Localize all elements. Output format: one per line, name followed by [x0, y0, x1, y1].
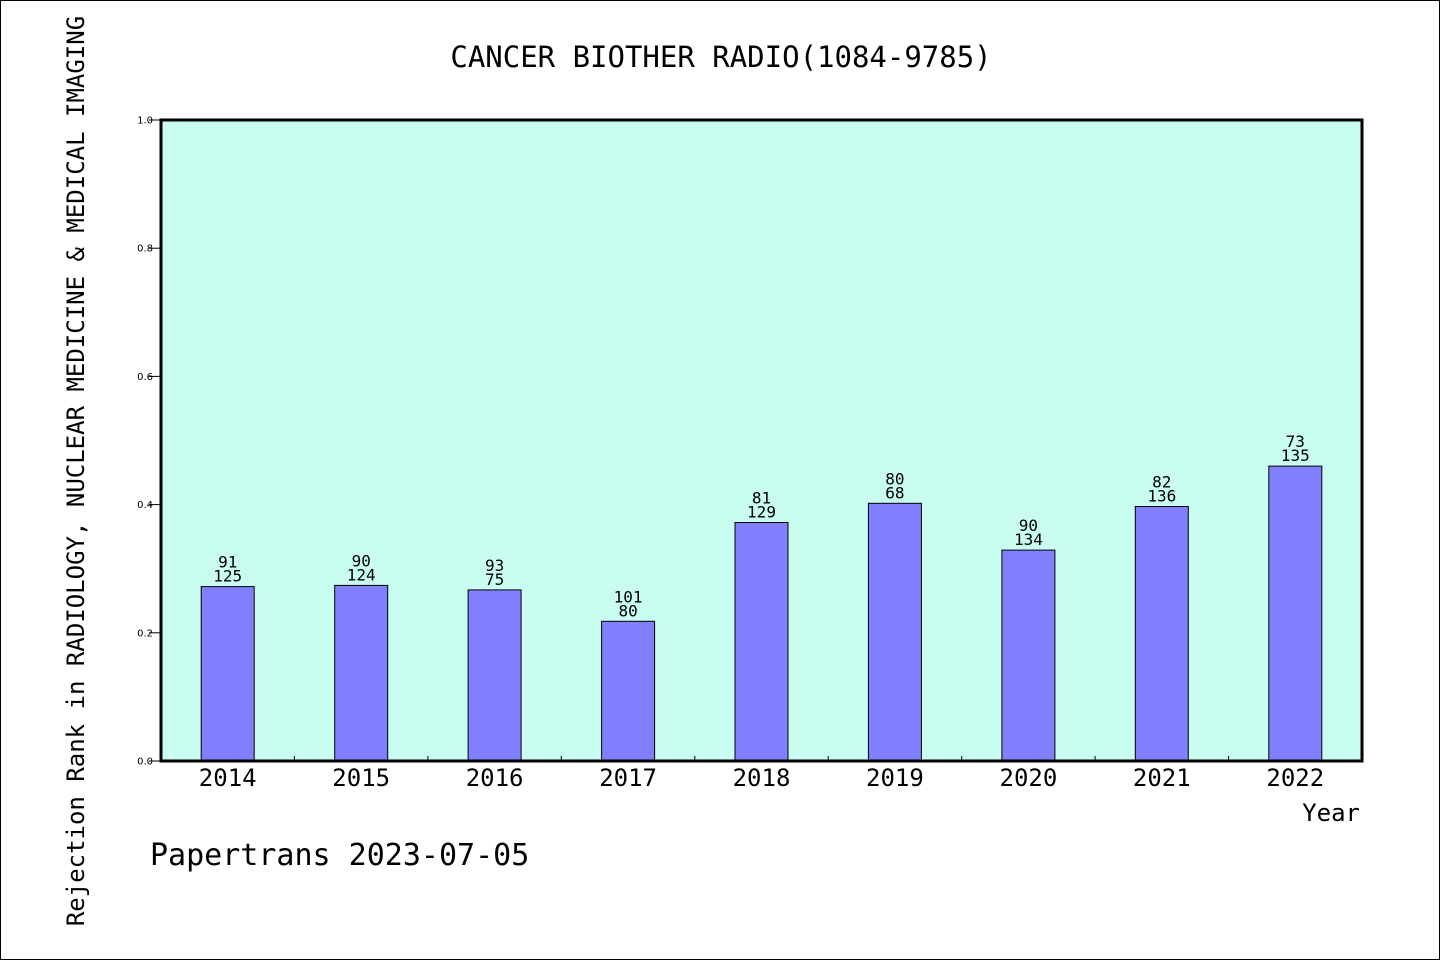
- bar-label-top-2016: 93: [485, 556, 504, 575]
- y-axis: 0.0 0.2 0.4 0.6 0.8 1.0: [137, 116, 161, 768]
- bar-label-bottom-2016: 75: [485, 570, 504, 589]
- bar-label-bottom-2019: 68: [885, 483, 904, 502]
- bar-label-top-2022: 73: [1286, 432, 1305, 451]
- bar-2016: [467, 589, 522, 762]
- y-tick-label: 0.6: [137, 372, 153, 383]
- y-tick-label: 0.8: [137, 244, 153, 255]
- bar-2022: [1268, 465, 1323, 762]
- x-tick-label-2015: 2015: [332, 764, 390, 792]
- bar-label-top-2015: 90: [352, 551, 371, 570]
- bar-2018: [734, 522, 789, 762]
- y-tick-label: 1.0: [137, 116, 153, 127]
- x-tick-label-2019: 2019: [866, 764, 924, 792]
- bar-2020: [1001, 549, 1056, 762]
- plot-border: [159, 118, 1364, 763]
- bar-label-bottom-2017: 80: [618, 601, 637, 620]
- bar-label-top-2020: 90: [1019, 516, 1038, 535]
- chart-title: CANCER BIOTHER RADIO(1084-9785): [450, 40, 991, 74]
- bar-label-bottom-2018: 129: [747, 503, 776, 522]
- bar-label-bottom-2022: 135: [1281, 446, 1310, 465]
- x-tick-label-2016: 2016: [466, 764, 524, 792]
- bar-2014: [200, 586, 255, 762]
- y-tick-label: 0.2: [137, 628, 153, 639]
- bar-label-bottom-2021: 136: [1147, 487, 1176, 506]
- bar-label-top-2017: 101: [614, 587, 643, 606]
- x-tick-label-2020: 2020: [1000, 764, 1058, 792]
- y-tick-label: 0.4: [137, 500, 153, 511]
- bar-label-bottom-2020: 134: [1014, 530, 1043, 549]
- bar-2015: [334, 584, 389, 762]
- bar-2019: [867, 502, 922, 762]
- bar-label-top-2014: 91: [218, 553, 237, 572]
- x-axis: 2014 2015 2016 2017 2018 2019 2020 2021 2022: [199, 756, 1324, 792]
- x-tick-label-2021: 2021: [1133, 764, 1191, 792]
- bars-layer: [200, 465, 1323, 762]
- bar-label-top-2019: 80: [885, 469, 904, 488]
- bar-2017: [601, 620, 656, 762]
- x-tick-label-2017: 2017: [599, 764, 657, 792]
- x-tick-label-2018: 2018: [733, 764, 791, 792]
- bar-label-bottom-2014: 125: [213, 567, 242, 586]
- bar-label-top-2018: 81: [752, 489, 771, 508]
- x-axis-label: Year: [1302, 799, 1360, 827]
- bar-label-bottom-2015: 124: [347, 565, 376, 584]
- y-axis-label: Rejection Rank in RADIOLOGY, NUCLEAR MED…: [62, 16, 90, 926]
- x-tick-label-2022: 2022: [1266, 764, 1324, 792]
- bar-2021: [1134, 506, 1189, 762]
- credit-text: Papertrans 2023-07-05: [150, 838, 529, 873]
- y-tick-label: 0.0: [137, 757, 153, 768]
- x-tick-label-2014: 2014: [199, 764, 257, 792]
- bar-label-top-2021: 82: [1152, 473, 1171, 492]
